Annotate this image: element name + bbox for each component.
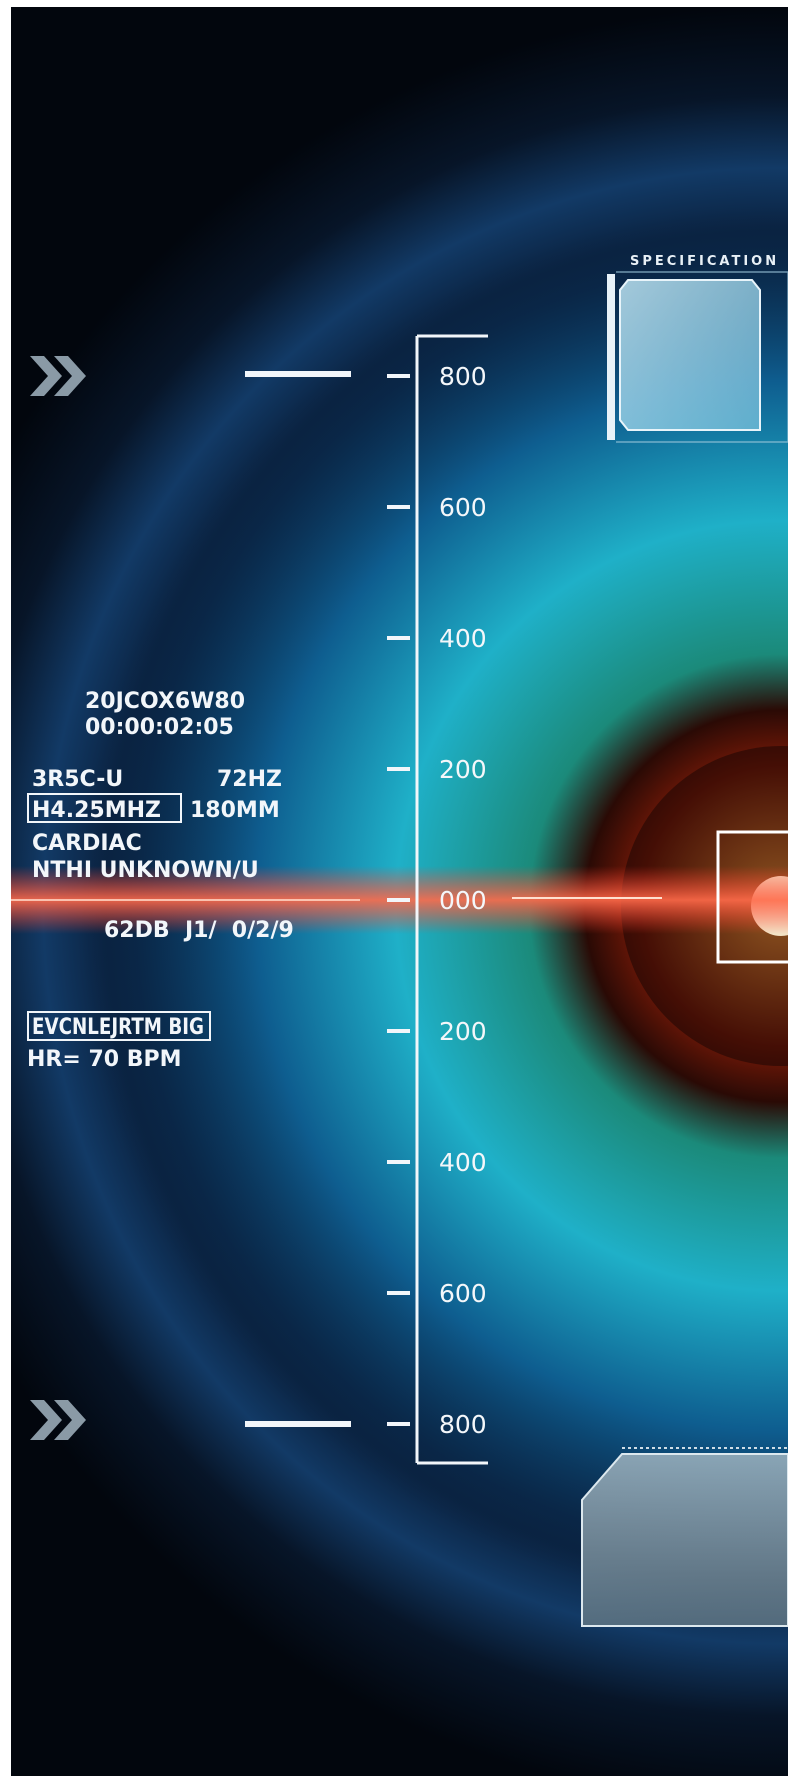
hud-text: 72HZ (217, 767, 282, 792)
hud-text: HR= 70 BPM (27, 1047, 182, 1072)
ruler-label: 200 (439, 755, 487, 784)
hud-text: NTHI UNKNOWN/U (32, 858, 259, 883)
panel-edge (607, 274, 615, 440)
target-box (716, 830, 788, 964)
spec-panel (619, 279, 761, 431)
hud-text: EVCNLEJRTM BIG (32, 1015, 204, 1040)
hud-text: H4.25MHZ (32, 798, 161, 823)
ruler-label: 800 (439, 362, 487, 391)
ruler-frame (245, 334, 488, 1465)
hud-text: CARDIAC (32, 831, 142, 856)
panel-outline (616, 271, 788, 443)
hud-text: 20JCOX6W80 (85, 689, 245, 714)
lower-panel (581, 1453, 788, 1627)
hud-text: 3R5C-U (32, 767, 123, 792)
ruler-label: 200 (439, 1017, 487, 1046)
frame (27, 793, 182, 823)
chevrons (30, 356, 86, 1440)
hud-text: 00:00:02:05 (85, 715, 234, 740)
ruler-label: 000 (439, 886, 487, 915)
hud-text: 180MM (190, 798, 280, 823)
ruler-label: 600 (439, 1279, 487, 1308)
ruler-label: 800 (439, 1410, 487, 1439)
ruler-labels: 800 600 400 200 000 200 400 600 800 (387, 362, 487, 1439)
hud-text: 62DB J1/ 0/2/9 (104, 918, 294, 943)
ruler-label: 600 (439, 493, 487, 522)
ruler-label: 400 (439, 1148, 487, 1177)
frame (27, 1011, 211, 1041)
panel-title: SPECIFICATION (630, 254, 779, 269)
ruler-label: 400 (439, 624, 487, 653)
